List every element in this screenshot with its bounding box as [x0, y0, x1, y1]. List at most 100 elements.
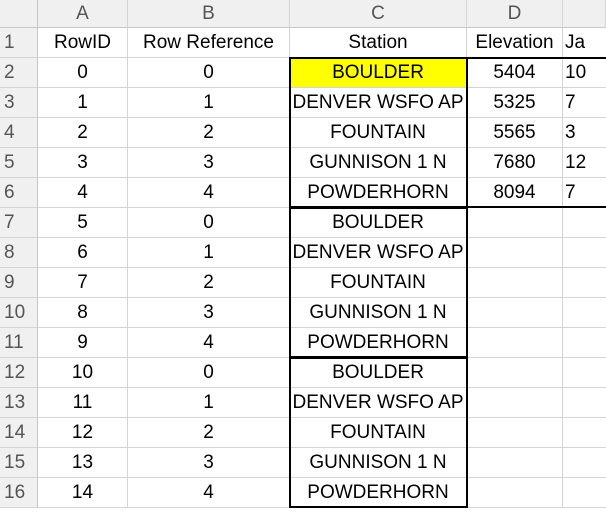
cell-partial[interactable]	[563, 358, 606, 388]
cell-partial[interactable]	[563, 298, 606, 328]
cell-elevation[interactable]: 5565	[467, 118, 563, 148]
cell-station[interactable]: GUNNISON 1 N	[290, 448, 467, 478]
cell-elevation[interactable]	[467, 418, 563, 448]
cell-elevation[interactable]	[467, 238, 563, 268]
cell-partial[interactable]	[563, 268, 606, 298]
row-header-16[interactable]: 16	[0, 478, 38, 508]
row-header-8[interactable]: 8	[0, 238, 38, 268]
cell-row-reference[interactable]: 4	[128, 178, 290, 208]
cell-partial[interactable]	[563, 208, 606, 238]
cell-partial[interactable]: 3	[563, 118, 606, 148]
cell-row-reference[interactable]: 2	[128, 418, 290, 448]
row-header-3[interactable]: 3	[0, 88, 38, 118]
header-cell-row-id[interactable]: RowID	[38, 28, 128, 58]
cell-rowid[interactable]: 9	[38, 328, 128, 358]
cell-rowid[interactable]: 6	[38, 238, 128, 268]
cell-partial[interactable]	[563, 328, 606, 358]
cell-elevation[interactable]	[467, 208, 563, 238]
cell-elevation[interactable]	[467, 358, 563, 388]
cell-elevation[interactable]	[467, 478, 563, 508]
cell-rowid[interactable]: 8	[38, 298, 128, 328]
cell-elevation[interactable]: 5325	[467, 88, 563, 118]
column-header-b[interactable]: B	[128, 0, 290, 28]
cell-station[interactable]: DENVER WSFO AP	[290, 388, 467, 418]
cell-partial[interactable]	[563, 238, 606, 268]
header-cell-elevation[interactable]: Elevation	[467, 28, 563, 58]
cell-row-reference[interactable]: 1	[128, 388, 290, 418]
cell-station[interactable]: POWDERHORN	[290, 478, 467, 508]
cell-row-reference[interactable]: 4	[128, 328, 290, 358]
cell-rowid[interactable]: 10	[38, 358, 128, 388]
header-cell-row-reference[interactable]: Row Reference	[128, 28, 290, 58]
cell-station[interactable]: BOULDER	[290, 208, 467, 238]
column-header-c[interactable]: C	[290, 0, 467, 28]
row-header-5[interactable]: 5	[0, 148, 38, 178]
cell-row-reference[interactable]: 0	[128, 58, 290, 88]
cell-partial[interactable]	[563, 418, 606, 448]
cell-partial[interactable]: 10	[563, 58, 606, 88]
cell-rowid[interactable]: 11	[38, 388, 128, 418]
cell-elevation[interactable]	[467, 298, 563, 328]
cell-row-reference[interactable]: 4	[128, 478, 290, 508]
cell-rowid[interactable]: 5	[38, 208, 128, 238]
cell-rowid[interactable]: 3	[38, 148, 128, 178]
cell-row-reference[interactable]: 2	[128, 118, 290, 148]
cell-partial[interactable]	[563, 478, 606, 508]
cell-station[interactable]: POWDERHORN	[290, 328, 467, 358]
row-header-2[interactable]: 2	[0, 58, 38, 88]
cell-station-highlighted[interactable]: BOULDER	[290, 58, 467, 88]
cell-station[interactable]: FOUNTAIN	[290, 418, 467, 448]
header-cell-partial[interactable]: Ja	[563, 28, 606, 58]
cell-elevation[interactable]	[467, 448, 563, 478]
row-header-15[interactable]: 15	[0, 448, 38, 478]
row-header-4[interactable]: 4	[0, 118, 38, 148]
cell-row-reference[interactable]: 0	[128, 358, 290, 388]
header-cell-station[interactable]: Station	[290, 28, 467, 58]
cell-elevation[interactable]: 7680	[467, 148, 563, 178]
cell-elevation[interactable]: 5404	[467, 58, 563, 88]
cell-station[interactable]: GUNNISON 1 N	[290, 148, 467, 178]
cell-row-reference[interactable]: 3	[128, 148, 290, 178]
row-header-13[interactable]: 13	[0, 388, 38, 418]
cell-rowid[interactable]: 12	[38, 418, 128, 448]
cell-rowid[interactable]: 13	[38, 448, 128, 478]
cell-rowid[interactable]: 14	[38, 478, 128, 508]
cell-partial[interactable]: 12	[563, 148, 606, 178]
cell-row-reference[interactable]: 3	[128, 448, 290, 478]
row-header-14[interactable]: 14	[0, 418, 38, 448]
cell-station[interactable]: FOUNTAIN	[290, 118, 467, 148]
row-header-9[interactable]: 9	[0, 268, 38, 298]
row-header-6[interactable]: 6	[0, 178, 38, 208]
cell-partial[interactable]	[563, 388, 606, 418]
cell-station[interactable]: BOULDER	[290, 358, 467, 388]
cell-rowid[interactable]: 1	[38, 88, 128, 118]
cell-partial[interactable]: 7	[563, 88, 606, 118]
cell-row-reference[interactable]: 2	[128, 268, 290, 298]
row-header-12[interactable]: 12	[0, 358, 38, 388]
cell-row-reference[interactable]: 1	[128, 88, 290, 118]
cell-partial[interactable]	[563, 448, 606, 478]
cell-station[interactable]: GUNNISON 1 N	[290, 298, 467, 328]
cell-station[interactable]: POWDERHORN	[290, 178, 467, 208]
column-header-e[interactable]	[563, 0, 606, 28]
cell-elevation[interactable]: 8094	[467, 178, 563, 208]
row-header-7[interactable]: 7	[0, 208, 38, 238]
cell-station[interactable]: DENVER WSFO AP	[290, 238, 467, 268]
row-header-10[interactable]: 10	[0, 298, 38, 328]
select-all-corner[interactable]	[0, 0, 38, 28]
cell-rowid[interactable]: 0	[38, 58, 128, 88]
column-header-d[interactable]: D	[467, 0, 563, 28]
row-header-11[interactable]: 11	[0, 328, 38, 358]
cell-rowid[interactable]: 7	[38, 268, 128, 298]
column-header-a[interactable]: A	[38, 0, 128, 28]
cell-rowid[interactable]: 2	[38, 118, 128, 148]
cell-station[interactable]: FOUNTAIN	[290, 268, 467, 298]
cell-row-reference[interactable]: 3	[128, 298, 290, 328]
cell-elevation[interactable]	[467, 388, 563, 418]
cell-elevation[interactable]	[467, 268, 563, 298]
row-header-1[interactable]: 1	[0, 28, 38, 58]
cell-row-reference[interactable]: 0	[128, 208, 290, 238]
cell-elevation[interactable]	[467, 328, 563, 358]
cell-station[interactable]: DENVER WSFO AP	[290, 88, 467, 118]
